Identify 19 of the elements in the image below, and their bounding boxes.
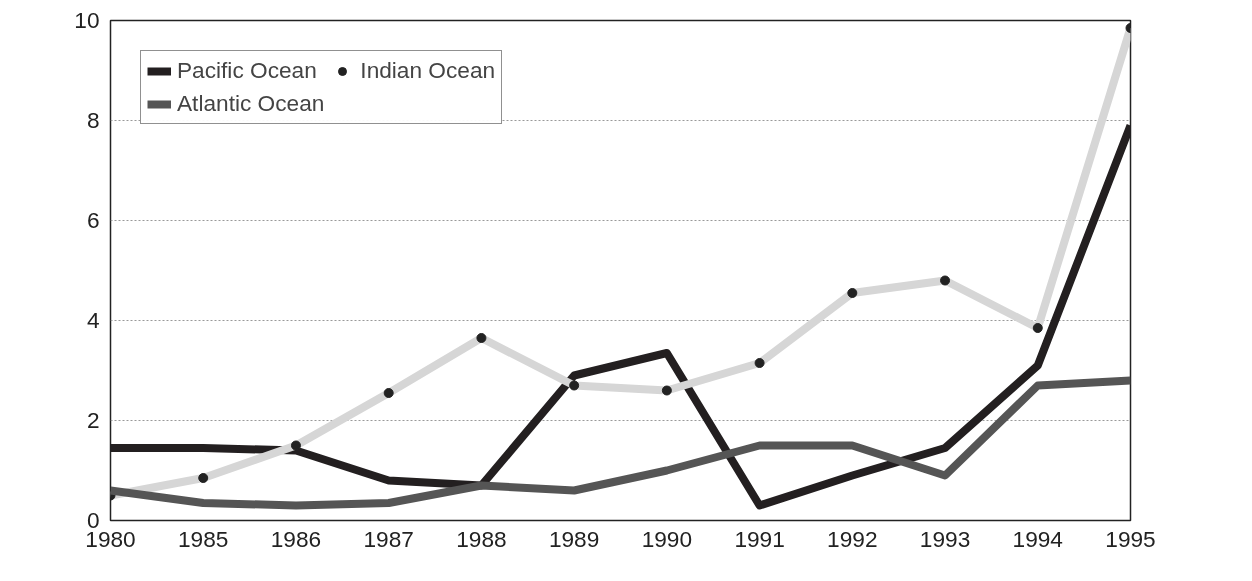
y-tick-label: 8 <box>86 107 100 133</box>
y-tick-label: 10 <box>74 7 100 33</box>
x-tick-label: 1995 <box>1105 525 1156 552</box>
x-tick-label: 1994 <box>1012 525 1063 552</box>
x-tick-label: 1991 <box>734 525 785 552</box>
x-tick-label: 1992 <box>827 525 878 552</box>
x-tick-label: 1988 <box>456 525 507 552</box>
legend-label: Atlantic Ocean <box>177 90 325 117</box>
y-tick-label: 4 <box>86 307 100 333</box>
y-tick-label: 2 <box>86 407 100 433</box>
x-tick-label: 1993 <box>919 525 971 552</box>
x-tick-label: 1987 <box>363 525 414 552</box>
y-tick-label: 6 <box>86 207 100 233</box>
x-tick-label: 1985 <box>178 525 229 552</box>
x-tick-label: 1990 <box>641 525 693 552</box>
x-tick-label: 1986 <box>270 525 322 552</box>
legend-label: Pacific Ocean <box>177 57 317 84</box>
x-tick-label: 1989 <box>548 525 600 552</box>
legend-label: Indian Ocean <box>360 57 496 84</box>
